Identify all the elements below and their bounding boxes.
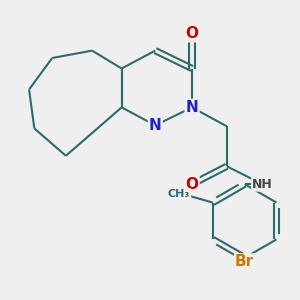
Text: N: N xyxy=(186,100,198,115)
Text: CH₃: CH₃ xyxy=(168,189,190,199)
Text: NH: NH xyxy=(252,178,273,191)
Text: O: O xyxy=(186,26,199,41)
Text: O: O xyxy=(186,177,199,192)
Text: N: N xyxy=(149,118,162,133)
Text: Br: Br xyxy=(235,254,254,269)
